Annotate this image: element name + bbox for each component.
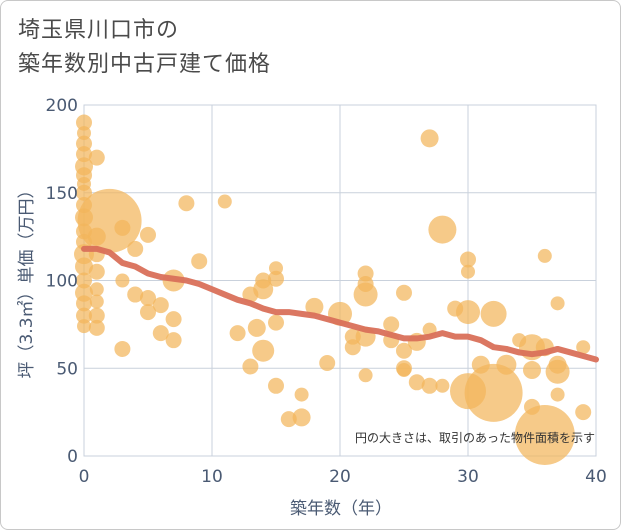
bubble-point bbox=[76, 307, 92, 324]
bubble-point bbox=[461, 264, 475, 279]
bubble-point bbox=[89, 282, 104, 297]
bubble-point bbox=[305, 297, 324, 316]
bubble-point bbox=[396, 342, 412, 359]
bubble-point bbox=[268, 377, 284, 394]
bubble-point bbox=[89, 294, 104, 309]
trend-layer bbox=[81, 245, 599, 363]
bubble-point bbox=[217, 194, 232, 209]
bubble-point bbox=[114, 340, 131, 357]
bubble-point bbox=[114, 219, 131, 236]
bubble-point bbox=[165, 332, 182, 349]
bubble-point bbox=[353, 282, 378, 307]
bubble-point bbox=[152, 325, 169, 342]
chart-title-line1: 埼玉県川口市の bbox=[18, 18, 180, 43]
bubble-point bbox=[268, 270, 284, 287]
bubble-point bbox=[460, 251, 476, 268]
bubble-point bbox=[383, 316, 400, 333]
x-tick-label: 30 bbox=[457, 467, 479, 487]
bubble-point bbox=[77, 188, 142, 253]
bubble-point bbox=[292, 408, 311, 427]
ticks-layer: 0 10 20 30 40 0 50 100 150 200 bbox=[46, 96, 607, 487]
y-tick-label: 200 bbox=[46, 96, 78, 116]
grid bbox=[83, 104, 597, 457]
bubble-point bbox=[140, 290, 156, 307]
bubble-point bbox=[77, 319, 91, 334]
bubble-point bbox=[76, 272, 92, 289]
chart-title: 埼玉県川口市の 築年数別中古戸建て価格 bbox=[18, 14, 271, 82]
bubble-point bbox=[575, 404, 592, 421]
bubble-point bbox=[178, 195, 195, 212]
bubble-point bbox=[152, 297, 169, 314]
bubble-point bbox=[456, 300, 480, 325]
x-axis-label: 築年数（年） bbox=[290, 499, 392, 519]
bubble-point bbox=[545, 359, 570, 384]
bubble-point bbox=[523, 361, 541, 380]
bubble-point bbox=[408, 374, 425, 391]
bubble-point bbox=[88, 263, 105, 280]
bubble-point bbox=[76, 295, 92, 312]
bubble-point bbox=[76, 184, 92, 201]
bubble-point bbox=[75, 257, 93, 276]
bubble-point bbox=[252, 339, 275, 362]
bubble-point bbox=[358, 368, 373, 383]
bubble-point bbox=[140, 226, 156, 243]
bubble-point bbox=[88, 307, 105, 324]
bubble-point bbox=[191, 253, 208, 270]
bubble-point bbox=[76, 114, 92, 131]
y-tick-label: 100 bbox=[46, 272, 78, 292]
bubble-point bbox=[537, 248, 552, 263]
x-tick-label: 0 bbox=[79, 467, 90, 487]
y-tick-label: 150 bbox=[46, 184, 78, 204]
bubble-point bbox=[229, 325, 246, 342]
x-tick-label: 40 bbox=[585, 467, 607, 487]
bubble-point bbox=[253, 279, 274, 300]
y-tick-label: 0 bbox=[67, 447, 78, 467]
x-tick-label: 20 bbox=[329, 467, 351, 487]
bubble-point bbox=[396, 284, 412, 301]
bubble-point bbox=[88, 149, 105, 166]
bubble-point bbox=[464, 363, 523, 422]
bubble-point bbox=[496, 354, 517, 375]
chart-title-line2: 築年数別中古戸建て価格 bbox=[18, 52, 272, 77]
bubble-point bbox=[76, 146, 92, 163]
bubble-point bbox=[247, 318, 266, 337]
bubble-point bbox=[268, 314, 284, 331]
bubble-point bbox=[514, 404, 575, 465]
bubble-point bbox=[294, 387, 309, 402]
bubble-point bbox=[420, 129, 439, 148]
bubble-point bbox=[421, 377, 438, 394]
bubble-point bbox=[319, 354, 336, 371]
bubble-point bbox=[550, 296, 565, 311]
bubble-point bbox=[88, 319, 105, 336]
bubble-point bbox=[428, 215, 457, 244]
bubble-point bbox=[140, 304, 156, 321]
bubble-point bbox=[480, 300, 507, 327]
bubble-point bbox=[550, 387, 565, 402]
bubble-point bbox=[242, 358, 259, 375]
y-axis-label: 坪（3.3㎡）単価（万円） bbox=[17, 181, 37, 378]
bubble-point bbox=[127, 286, 144, 303]
bubble-point bbox=[576, 340, 591, 355]
y-tick-label: 50 bbox=[56, 359, 78, 379]
bubble-point bbox=[165, 311, 182, 328]
bubble-point bbox=[127, 240, 144, 257]
bubble-point bbox=[435, 378, 450, 393]
bubble-point bbox=[344, 339, 361, 356]
bubble-point bbox=[397, 363, 411, 378]
trend-line bbox=[81, 245, 599, 363]
bubble-point bbox=[115, 273, 130, 288]
x-tick-label: 10 bbox=[201, 467, 223, 487]
bubble-size-note: 円の大きさは、取引のあった物件面積を示す bbox=[355, 430, 595, 445]
bubbles-layer bbox=[74, 114, 592, 465]
bubble-point bbox=[280, 411, 297, 428]
